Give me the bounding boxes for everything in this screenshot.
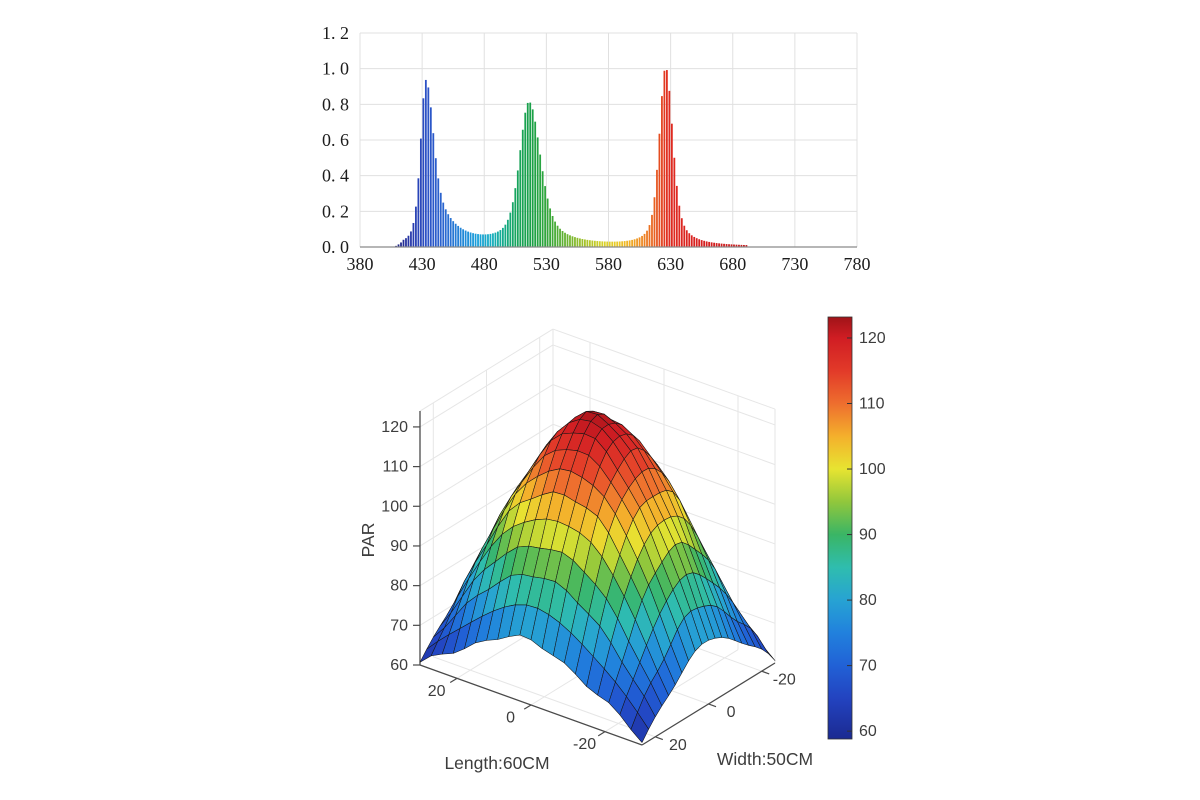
spectrum-y-tick-label: 1. 2 (322, 23, 349, 43)
length-axis-label: Length:60CM (444, 753, 549, 773)
spectrum-x-tick-label: 680 (719, 254, 746, 274)
spectrum-x-tick-label: 530 (533, 254, 560, 274)
spectrum-x-tick-label: 380 (347, 254, 374, 274)
spectrum-y-tick-labels: 0. 0 0. 2 0. 4 0. 6 0. 8 1. 0 1. 2 (322, 23, 349, 257)
colorbar: 60 70 80 90 100 110 120 (827, 316, 886, 740)
length-tick-label: -20 (573, 736, 596, 753)
surface-tick-labels: 20 0 -20 -20 0 20 60 70 80 90 100 110 120 (381, 419, 796, 754)
spectrum-x-tick-labels: 380 430 480 530 580 630 680 730 780 (347, 254, 871, 274)
colorbar-tick-labels: 60 70 80 90 100 110 120 (859, 330, 886, 740)
par-z-tick-label: 110 (382, 459, 408, 476)
length-tick-label: 0 (506, 709, 515, 726)
spectrum-x-tick-label: 580 (595, 254, 622, 274)
par-z-tick-label: 70 (390, 617, 408, 634)
spectrum-y-tick-label: 0. 0 (322, 237, 349, 257)
spectrum-x-tick-label: 480 (471, 254, 498, 274)
spectrum-gridlines (359, 32, 858, 247)
par-surface-plot: 20 0 -20 -20 0 20 60 70 80 90 100 110 120 Length:60CM… (358, 316, 886, 773)
length-tick-label: 20 (428, 683, 446, 700)
width-tick-label: 0 (727, 704, 736, 721)
colorbar-tick-label: 60 (859, 723, 877, 740)
colorbar-tick-label: 80 (859, 592, 877, 609)
par-z-tick-label: 120 (381, 419, 408, 436)
spectrum-x-tick-label: 430 (409, 254, 436, 274)
width-tick-label: 20 (669, 737, 687, 754)
par-axis-label: PAR (358, 523, 378, 558)
colorbar-ticks (847, 337, 852, 732)
width-tick-label: -20 (773, 671, 796, 688)
par-surface-mesh (419, 410, 776, 743)
spectrum-y-tick-label: 1. 0 (322, 59, 349, 79)
colorbar-tick-label: 110 (859, 395, 885, 412)
spectrum-x-tick-label: 630 (657, 254, 684, 274)
spectrum-y-tick-label: 0. 6 (322, 130, 349, 150)
spectrum-plot: 0. 0 0. 2 0. 4 0. 6 0. 8 1. 0 1. 2 380 430 480 530… (322, 23, 871, 274)
par-z-tick-label: 60 (390, 657, 408, 674)
surface-axis-ticks (413, 426, 770, 741)
spectrum-x-tick-label: 730 (781, 254, 808, 274)
spectrum-stripes (395, 70, 748, 248)
par-z-tick-label: 90 (390, 538, 408, 555)
colorbar-tick-label: 70 (859, 658, 877, 675)
spectrum-y-tick-label: 0. 2 (322, 201, 349, 221)
colorbar-tick-label: 120 (859, 330, 886, 347)
par-z-tick-label: 100 (381, 498, 408, 515)
colorbar-tick-label: 100 (859, 461, 886, 478)
par-z-tick-label: 80 (390, 578, 408, 595)
spectrum-y-tick-label: 0. 4 (322, 166, 349, 186)
spectrum-y-tick-label: 0. 8 (322, 94, 349, 114)
width-axis-label: Width:50CM (717, 749, 813, 769)
colorbar-tick-label: 90 (859, 527, 877, 544)
spectrum-x-tick-label: 780 (844, 254, 871, 274)
